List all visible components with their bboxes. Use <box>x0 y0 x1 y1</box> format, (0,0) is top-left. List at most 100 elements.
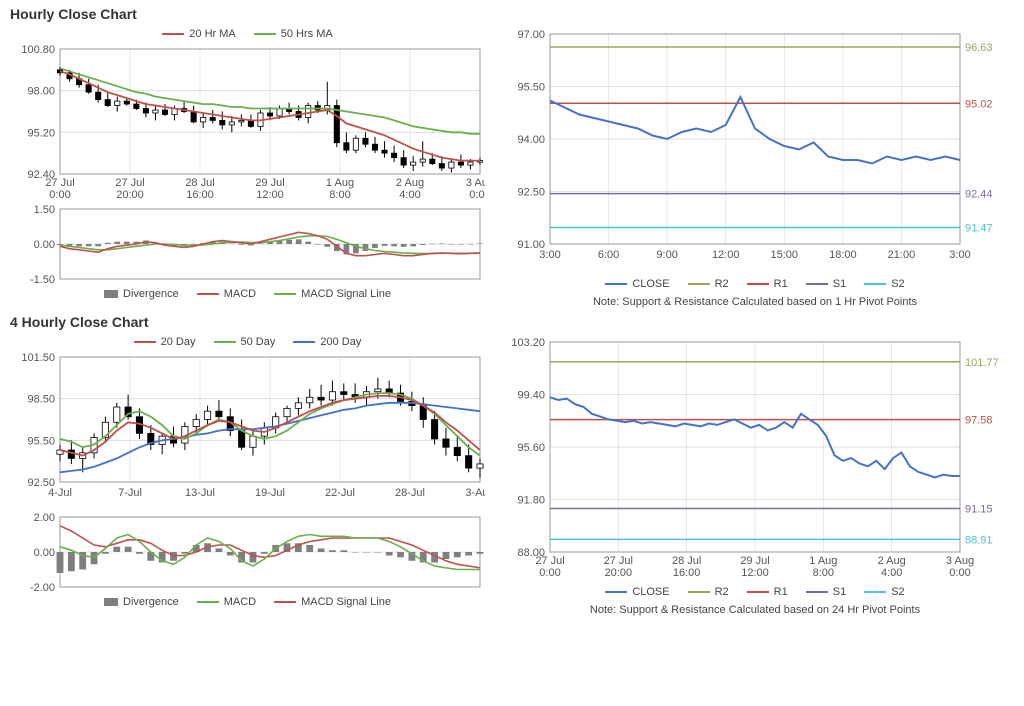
legend-item: CLOSE <box>605 586 669 598</box>
legend-label: R2 <box>715 586 729 598</box>
svg-text:28-Jul: 28-Jul <box>395 487 425 499</box>
svg-text:91.80: 91.80 <box>517 495 545 507</box>
svg-text:91.15: 91.15 <box>965 503 993 515</box>
legend-item: R1 <box>747 278 788 290</box>
svg-text:15:00: 15:00 <box>771 249 799 261</box>
legend-item: 20 Hr MA <box>162 28 235 40</box>
legend-swatch <box>806 591 828 593</box>
legend-item: 20 Day <box>134 336 196 348</box>
svg-text:0.00: 0.00 <box>34 547 55 559</box>
svg-text:27 Jul: 27 Jul <box>115 177 144 189</box>
svg-text:27 Jul: 27 Jul <box>604 555 633 567</box>
legend-item: R2 <box>688 586 729 598</box>
legend-item: Divergence <box>104 596 179 608</box>
legend-item: MACD Signal Line <box>274 288 391 300</box>
legend-item: S1 <box>806 586 846 598</box>
legend-swatch <box>747 283 769 285</box>
legend-item: R2 <box>688 278 729 290</box>
svg-text:98.50: 98.50 <box>27 394 55 406</box>
svg-text:95.60: 95.60 <box>517 442 545 454</box>
legend-label: R2 <box>715 278 729 290</box>
legend-label: 50 Hrs MA <box>281 28 333 40</box>
legend-item: MACD <box>197 288 256 300</box>
section2-price-chart: 92.5095.5098.50101.504-Jul7-Jul13-Jul19-… <box>10 352 485 512</box>
svg-text:27 Jul: 27 Jul <box>535 555 564 567</box>
legend-label: S2 <box>891 278 904 290</box>
section1-price-chart: 92.4095.2098.00100.8027 Jul0:0027 Jul20:… <box>10 44 485 204</box>
svg-text:0:00: 0:00 <box>949 567 970 579</box>
section1-pivot-note: Note: Support & Resistance Calculated ba… <box>505 296 1005 308</box>
section2-pivot-legend: CLOSE R2 R1 S1 S2 <box>505 586 1005 598</box>
legend-label: 200 Day <box>320 336 361 348</box>
legend-swatch <box>254 33 276 35</box>
legend-swatch <box>214 341 236 343</box>
section1-price-legend: 20 Hr MA 50 Hrs MA <box>10 28 485 40</box>
legend-label: 20 Day <box>161 336 196 348</box>
legend-item: 50 Hrs MA <box>254 28 333 40</box>
section2-title: 4 Hourly Close Chart <box>0 308 1024 332</box>
section2-macd-legend: Divergence MACD MACD Signal Line <box>10 596 485 608</box>
legend-swatch <box>864 591 886 593</box>
legend-item: S1 <box>806 278 846 290</box>
svg-text:22-Jul: 22-Jul <box>325 487 355 499</box>
legend-label: S1 <box>833 278 846 290</box>
svg-text:6:00: 6:00 <box>598 249 619 261</box>
legend-swatch <box>197 601 219 603</box>
svg-text:0:00: 0:00 <box>469 189 485 201</box>
legend-swatch <box>864 283 886 285</box>
legend-swatch <box>134 341 156 343</box>
svg-text:92.50: 92.50 <box>517 187 545 199</box>
svg-text:12:00: 12:00 <box>256 189 284 201</box>
section1-left-column: 20 Hr MA50 Hrs MA 92.4095.2098.00100.802… <box>0 24 495 308</box>
svg-text:0:00: 0:00 <box>539 567 560 579</box>
svg-text:16:00: 16:00 <box>186 189 214 201</box>
legend-item: CLOSE <box>605 278 669 290</box>
section1-pivot-legend: CLOSE R2 R1 S1 S2 <box>505 278 1005 290</box>
svg-text:3 Aug: 3 Aug <box>946 555 974 567</box>
legend-label: CLOSE <box>632 278 669 290</box>
svg-text:8:00: 8:00 <box>813 567 834 579</box>
section2-price-legend: 20 Day50 Day200 Day <box>10 336 485 348</box>
legend-item: S2 <box>864 278 904 290</box>
legend-label: R1 <box>774 278 788 290</box>
svg-text:18:00: 18:00 <box>829 249 857 261</box>
legend-item: 200 Day <box>293 336 361 348</box>
svg-text:95.50: 95.50 <box>517 82 545 94</box>
svg-text:99.40: 99.40 <box>517 390 545 402</box>
legend-label: R1 <box>774 586 788 598</box>
legend-label: 20 Hr MA <box>189 28 235 40</box>
svg-text:28 Jul: 28 Jul <box>672 555 701 567</box>
legend-label: MACD Signal Line <box>301 596 391 608</box>
legend-label: S1 <box>833 586 846 598</box>
legend-swatch <box>274 293 296 295</box>
svg-text:4-Jul: 4-Jul <box>48 487 72 499</box>
svg-text:29 Jul: 29 Jul <box>255 177 284 189</box>
svg-text:4:00: 4:00 <box>881 567 902 579</box>
svg-text:92.44: 92.44 <box>965 189 993 201</box>
section1-pivot-chart: 91.0092.5094.0095.5097.003:006:009:0012:… <box>505 24 1005 274</box>
svg-text:103.20: 103.20 <box>511 337 545 349</box>
legend-item: MACD <box>197 596 256 608</box>
legend-label: S2 <box>891 586 904 598</box>
section2-row: 20 Day50 Day200 Day 92.5095.5098.50101.5… <box>0 332 1024 616</box>
svg-text:101.77: 101.77 <box>965 357 999 369</box>
legend-swatch <box>197 293 219 295</box>
legend-swatch <box>274 601 296 603</box>
svg-text:95.20: 95.20 <box>27 127 55 139</box>
legend-swatch <box>806 283 828 285</box>
section2-macd-chart: -2.000.002.00 <box>10 512 485 592</box>
section2-pivot-note: Note: Support & Resistance Calculated ba… <box>505 604 1005 616</box>
svg-text:88.91: 88.91 <box>965 534 993 546</box>
svg-text:19-Jul: 19-Jul <box>255 487 285 499</box>
legend-swatch <box>293 341 315 343</box>
svg-text:29 Jul: 29 Jul <box>740 555 769 567</box>
legend-item: R1 <box>747 586 788 598</box>
section2-right-column: 88.0091.8095.6099.40103.2027 Jul0:0027 J… <box>495 332 1015 616</box>
svg-text:9:00: 9:00 <box>656 249 677 261</box>
svg-text:12:00: 12:00 <box>712 249 740 261</box>
svg-text:95.02: 95.02 <box>965 98 993 110</box>
svg-text:98.00: 98.00 <box>27 86 55 98</box>
svg-text:1.50: 1.50 <box>34 204 55 216</box>
legend-label: Divergence <box>123 596 179 608</box>
svg-text:8:00: 8:00 <box>329 189 350 201</box>
